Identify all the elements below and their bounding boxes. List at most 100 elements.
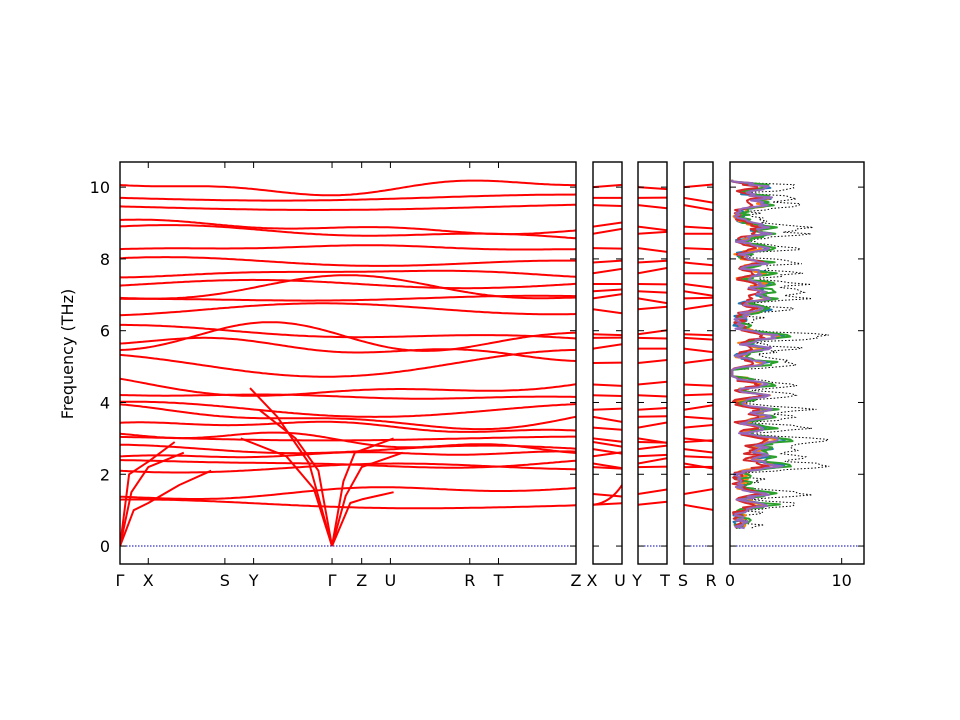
band-curve (593, 267, 622, 275)
band-curve (593, 394, 622, 397)
band-curve (684, 503, 713, 511)
band-curve (593, 204, 622, 207)
x-tick-label: 10 (831, 571, 851, 590)
band-curve (638, 230, 667, 235)
band-curve (638, 267, 667, 275)
band-curve (638, 465, 667, 469)
dos-panel: 0 10 (725, 161, 865, 590)
band-curve (684, 283, 713, 289)
band-curve (120, 336, 576, 362)
band-curve (638, 421, 667, 429)
band-curve (684, 296, 713, 300)
band-curve (593, 293, 622, 300)
band-curve (684, 333, 713, 337)
band-curve (638, 415, 667, 418)
band-curve (120, 302, 576, 317)
band-curve (684, 462, 713, 470)
panel-frame (592, 161, 623, 565)
band-curve (120, 435, 576, 442)
y-tick-label: 0 (100, 537, 110, 556)
x-tick-label: Γ (328, 571, 337, 590)
band-curve (593, 343, 622, 350)
band-curve (593, 259, 622, 264)
band-curve (120, 498, 576, 510)
x-tick-label: R (705, 571, 716, 590)
band-curve (593, 415, 622, 423)
band-curve (684, 204, 713, 212)
band-curve (684, 448, 713, 454)
band-curve (684, 336, 713, 341)
band-curve (593, 227, 622, 235)
band-curve (120, 244, 576, 251)
band-curve (593, 407, 622, 411)
band-curve (331, 451, 404, 547)
band-curve (593, 448, 622, 455)
band-curve (593, 247, 622, 250)
x-tick-label: Y (248, 571, 259, 590)
band-curve (120, 420, 576, 433)
band-curve (638, 297, 667, 305)
band-curve (638, 457, 667, 465)
x-tick-label: Y (631, 571, 642, 590)
band-curve (120, 431, 576, 454)
band-curve (120, 393, 576, 400)
x-tick-label: Z (571, 571, 582, 590)
band-curve (684, 290, 713, 297)
band-curve (684, 247, 713, 251)
band-curve (120, 179, 576, 197)
band-curve (120, 193, 576, 202)
x-tick-label: T (493, 571, 504, 590)
x-tick-label: 0 (725, 571, 735, 590)
band-curve (593, 221, 622, 228)
band-curve (638, 407, 667, 411)
band-curve (638, 290, 667, 294)
y-tick-label: 4 (100, 393, 110, 412)
band-curve (684, 437, 713, 443)
band-curve (593, 484, 622, 506)
band-curve (638, 437, 667, 444)
band-curve (593, 493, 622, 498)
x-tick-label: X (587, 571, 598, 590)
x-tick-label: S (678, 571, 688, 590)
band-curve (120, 269, 576, 279)
x-tick-label: T (659, 571, 670, 590)
panel-frame (729, 161, 865, 565)
band-curve (120, 400, 576, 418)
band-curve (638, 204, 667, 210)
band-curve (593, 462, 622, 470)
band-curve (240, 437, 333, 547)
band-curve (593, 308, 622, 315)
band-curve (593, 333, 622, 337)
band-curve (684, 196, 713, 204)
band-curve (638, 247, 667, 253)
y-tick-label: 10 (90, 178, 110, 197)
panel-frame (683, 161, 714, 565)
band-curve (638, 394, 667, 398)
band-curve (638, 225, 667, 232)
panel-frame (119, 161, 577, 565)
band-curve (593, 441, 622, 448)
band-curve (258, 408, 333, 547)
band-curve (593, 437, 622, 443)
band-curve (638, 500, 667, 506)
band-curve (120, 274, 576, 300)
band-curve (120, 323, 576, 340)
band-curve (684, 303, 713, 311)
x-tick-label: X (143, 571, 154, 590)
band-curve (120, 486, 576, 500)
band-curve (684, 358, 713, 364)
band-curve (120, 203, 576, 211)
band-curve (120, 256, 576, 267)
band-curve (638, 336, 667, 340)
dos-series-curve (731, 179, 784, 530)
dos-total-curve (731, 179, 831, 529)
band-curve (684, 424, 713, 429)
band-curve (120, 451, 185, 547)
band-curve (684, 488, 713, 495)
band-curve (593, 466, 622, 470)
band-curve (684, 383, 713, 387)
band-curve (638, 444, 667, 451)
band-curve (684, 455, 713, 459)
